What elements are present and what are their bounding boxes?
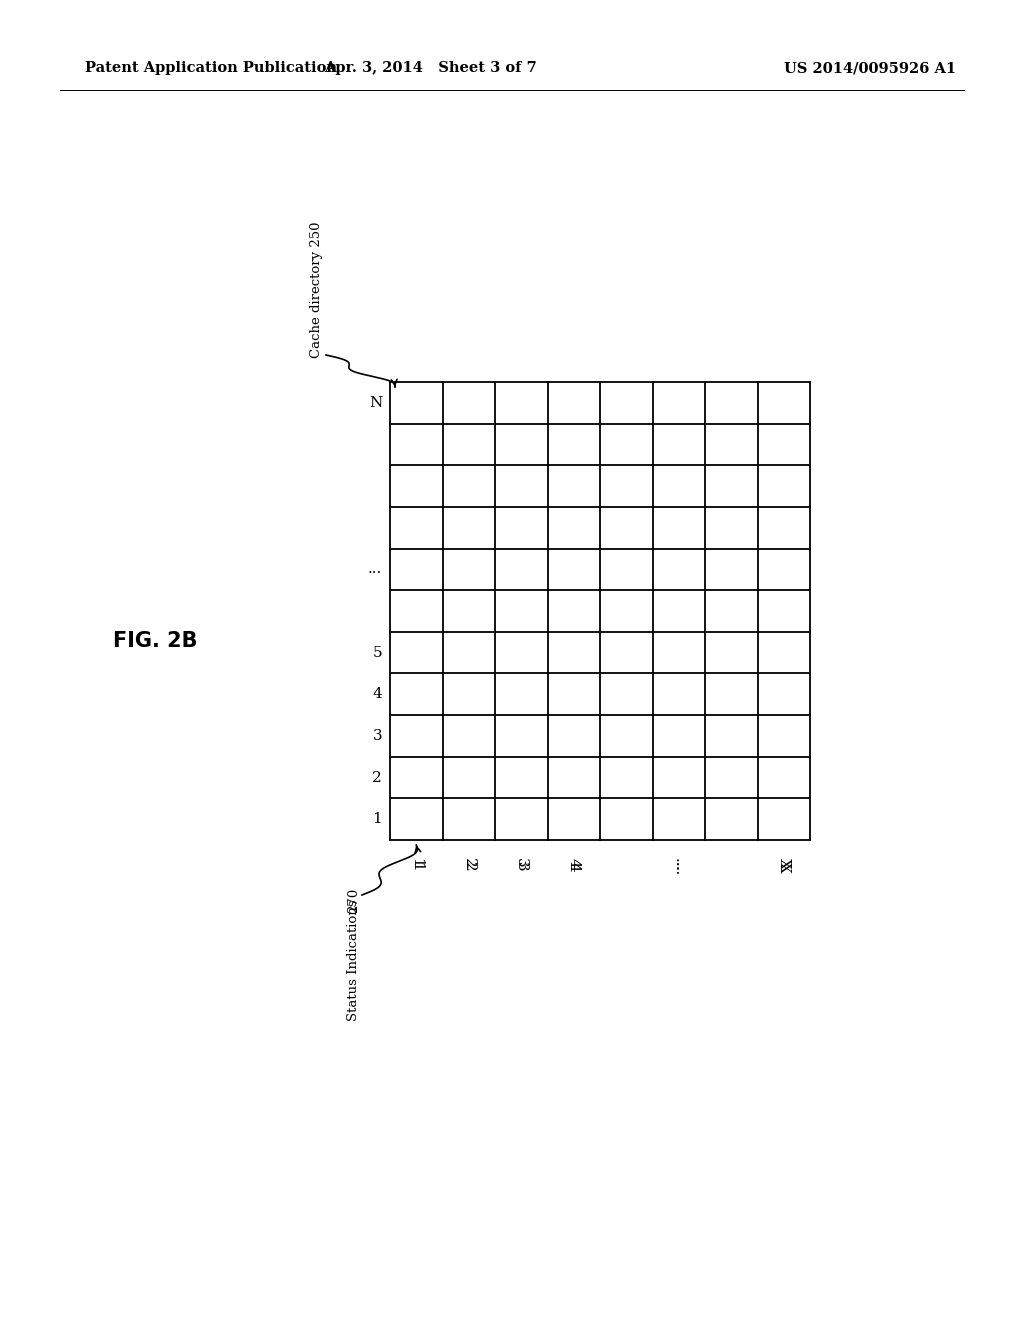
Text: 5: 5	[373, 645, 382, 660]
Text: N: N	[369, 396, 382, 409]
Text: 4: 4	[566, 862, 581, 871]
Text: 3: 3	[514, 862, 528, 871]
Text: 4: 4	[566, 858, 581, 867]
Text: ...: ...	[368, 562, 382, 577]
Text: 2: 2	[373, 771, 382, 784]
Text: Cache directory 250: Cache directory 250	[310, 222, 323, 358]
Text: ...: ...	[672, 858, 686, 873]
Text: 3: 3	[514, 858, 528, 867]
Text: X: X	[777, 858, 791, 869]
Text: 270: 270	[347, 887, 360, 912]
Text: Apr. 3, 2014   Sheet 3 of 7: Apr. 3, 2014 Sheet 3 of 7	[324, 61, 537, 75]
Text: 1: 1	[373, 812, 382, 826]
Text: 3: 3	[373, 729, 382, 743]
Text: 1: 1	[410, 858, 423, 867]
Text: X: X	[777, 862, 791, 873]
Text: FIG. 2B: FIG. 2B	[113, 631, 198, 651]
Text: 2: 2	[462, 862, 476, 871]
Text: 4: 4	[373, 688, 382, 701]
Text: 2: 2	[462, 858, 476, 867]
Text: Patent Application Publication: Patent Application Publication	[85, 61, 337, 75]
Text: 1: 1	[410, 862, 423, 871]
Text: Status Indications: Status Indications	[347, 899, 360, 1020]
Text: US 2014/0095926 A1: US 2014/0095926 A1	[784, 61, 956, 75]
Text: ...: ...	[672, 862, 686, 876]
